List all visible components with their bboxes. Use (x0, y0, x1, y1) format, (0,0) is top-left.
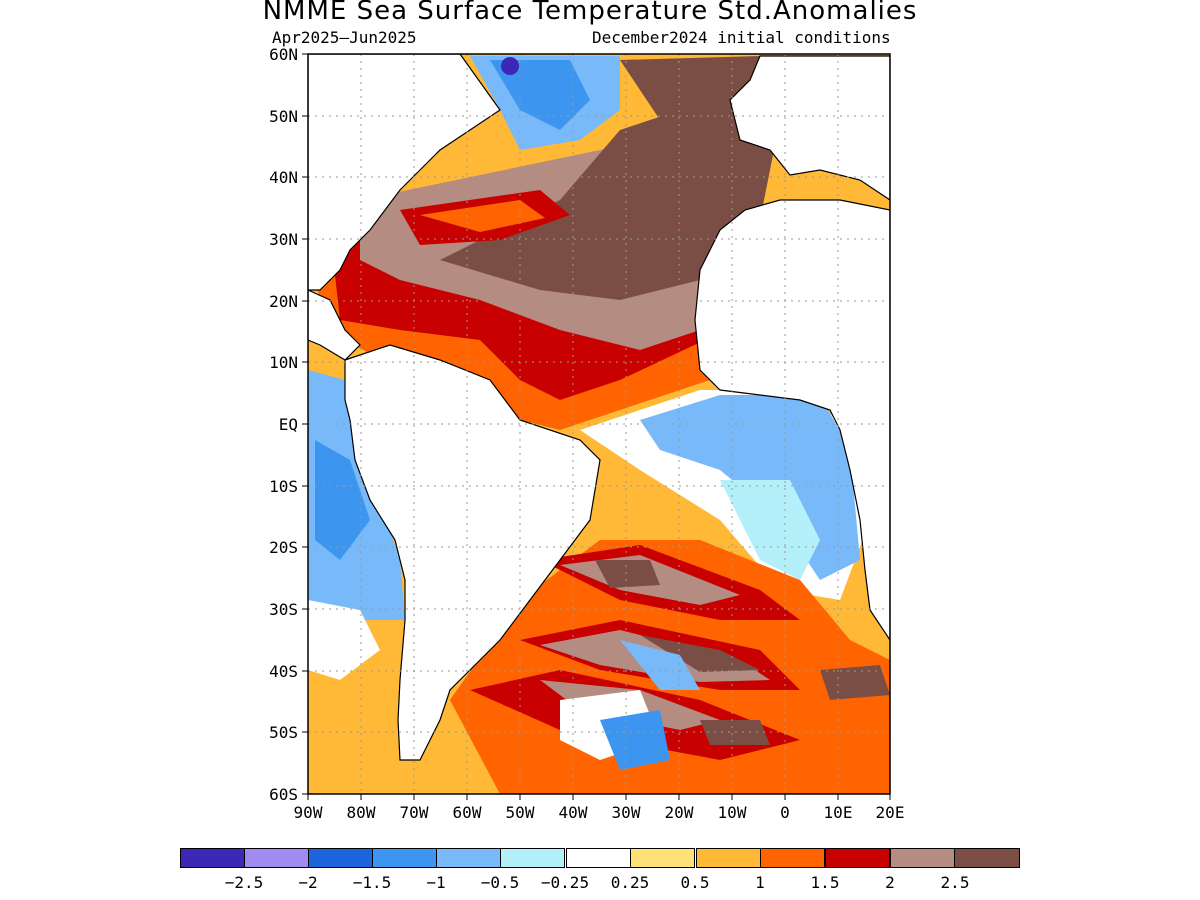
colorbar-label-6: −0.25 (540, 873, 590, 892)
europe-land (729, 55, 890, 201)
map-title: NMME Sea Surface Temperature Std.Anomali… (262, 0, 918, 26)
lon-label-20w: 20W (664, 803, 694, 822)
colorbar-swatch-2 (244, 848, 309, 868)
colorbar-label-12: 2.5 (940, 873, 970, 892)
colorbar-label-3: −1.5 (352, 873, 392, 892)
lat-label-eq: EQ (278, 415, 298, 434)
lon-label-10w: 10W (717, 803, 747, 822)
anomaly-region-sa-brown-4 (820, 665, 890, 700)
colorbar-label-7: 0.25 (610, 873, 650, 892)
lon-label-30w: 30W (611, 803, 641, 822)
colorbar-swatch-1 (180, 848, 245, 868)
colorbar-swatch-9 (696, 848, 761, 868)
lon-label-0: 0 (780, 803, 790, 822)
colorbar (180, 848, 1020, 870)
anomaly-region-sa-lightblue (620, 640, 700, 690)
lon-label-60w: 60W (452, 803, 482, 822)
anomaly-region-pacific-white (308, 600, 380, 680)
lat-label-10s: 10S (269, 477, 298, 496)
colorbar-swatch-3 (308, 848, 373, 868)
south-america-land (344, 344, 601, 761)
lat-label-20n: 20N (269, 292, 298, 311)
lon-label-20e: 20E (875, 803, 905, 822)
colorbar-swatch-11 (825, 848, 890, 868)
anomaly-region-sa-blue (600, 710, 670, 770)
colorbar-label-10: 1.5 (810, 873, 840, 892)
colorbar-swatch-13 (954, 848, 1020, 868)
anomaly-region-na-orange-inner (420, 200, 545, 232)
lat-label-40n: 40N (269, 168, 298, 187)
anomaly-region-sa-brown-2 (640, 635, 760, 672)
lon-label-10e: 10E (823, 803, 853, 822)
anomaly-region-labrador-purple (501, 57, 519, 75)
colorbar-label-8: 0.5 (680, 873, 710, 892)
colorbar-swatch-6 (500, 848, 565, 868)
north-america-land (308, 54, 501, 291)
lat-label-50s: 50S (269, 723, 298, 742)
lat-label-20s: 20S (269, 538, 298, 557)
axis-ticks (302, 53, 891, 800)
lat-label-30n: 30N (269, 230, 298, 249)
colorbar-label-2: −2 (298, 873, 318, 892)
colorbar-swatch-4 (372, 848, 437, 868)
lat-label-50n: 50N (269, 107, 298, 126)
anomaly-region-pacific-blue (315, 440, 370, 560)
initial-conditions-subtitle: December2024 initial conditions (592, 28, 891, 47)
colorbar-label-4: −1 (426, 873, 446, 892)
colorbar-swatch-7 (566, 848, 631, 868)
anomaly-region-na-brown (440, 90, 780, 300)
central-america-land (308, 289, 361, 361)
anomaly-region-sa-brown-1 (595, 560, 660, 588)
lat-label-30s: 30S (269, 600, 298, 619)
lat-label-60s: 60S (269, 785, 298, 804)
africa-land (694, 199, 890, 642)
lon-label-80w: 80W (346, 803, 376, 822)
anomaly-region-eq-cyan (720, 480, 820, 580)
lat-label-10n: 10N (269, 353, 298, 372)
colorbar-swatch-12 (890, 848, 955, 868)
colorbar-label-1: −2.5 (224, 873, 264, 892)
season-subtitle: Apr2025–Jun2025 (272, 28, 417, 47)
lon-label-40w: 40W (558, 803, 588, 822)
colorbar-swatch-5 (436, 848, 501, 868)
graticule (308, 54, 890, 794)
lon-label-50w: 50W (505, 803, 535, 822)
colorbar-label-9: 1 (755, 873, 765, 892)
lon-label-90w: 90W (293, 803, 323, 822)
lat-label-60n: 60N (269, 45, 298, 64)
colorbar-swatch-10 (760, 848, 825, 868)
colorbar-swatch-8 (630, 848, 695, 868)
colorbar-label-11: 2 (885, 873, 895, 892)
lat-label-40s: 40S (269, 662, 298, 681)
anomaly-region-labrador-darkblue (490, 60, 590, 130)
lon-label-70w: 70W (399, 803, 429, 822)
colorbar-label-5: −0.5 (480, 873, 520, 892)
